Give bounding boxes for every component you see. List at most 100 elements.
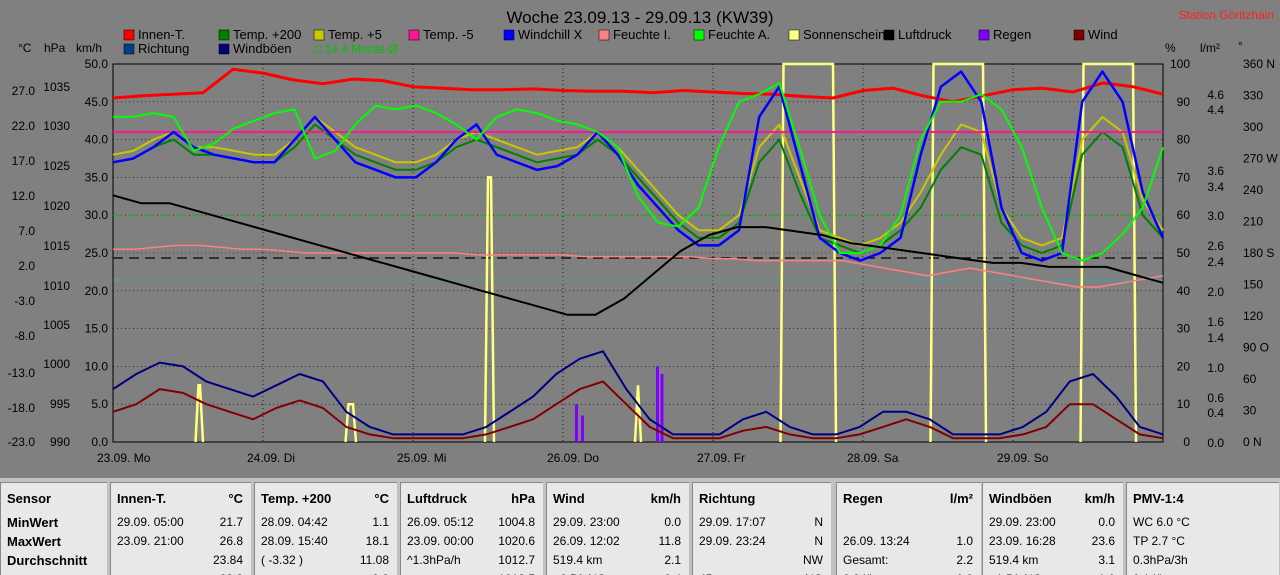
stats-header: Richtung xyxy=(699,491,756,506)
rain-bar xyxy=(575,404,578,442)
stats-header: Luftdruck xyxy=(407,491,467,506)
stats-header: Windböen xyxy=(989,491,1052,506)
series-feuchte-i xyxy=(113,244,1164,288)
stats-unit: °C xyxy=(228,491,243,506)
stats-cell-value: N xyxy=(814,515,823,529)
stats-cell-value: 1012.7 xyxy=(498,553,535,567)
rain-tick-label: 1.6 xyxy=(1207,315,1224,329)
stats-unit: l/m² xyxy=(949,491,973,506)
rain-tick-label: 3.6 xyxy=(1207,164,1224,178)
series-windchill-x xyxy=(112,70,1165,262)
series-wind xyxy=(112,380,1164,440)
temp-tick-label: 2.0 xyxy=(18,259,35,273)
percent-tick-label: 30 xyxy=(1177,322,1191,336)
direction-tick-label: 300 xyxy=(1243,120,1263,134)
stats-cell-value: 2.2 xyxy=(956,553,973,567)
direction-tick-label: 360 N xyxy=(1243,57,1275,71)
stats-column: PMV-1:4WC 6.0 °CTP 2.7 °C0.3hPa/3h0.1 l/… xyxy=(1126,482,1279,575)
stats-cell-value: 1.1 xyxy=(372,515,389,529)
legend-label: Richtung xyxy=(138,41,189,56)
percent-tick-label: 0 xyxy=(1183,435,1190,449)
sunshine-series xyxy=(344,402,358,443)
stats-cell-value: 18.1 xyxy=(365,534,389,548)
stats-cell-text: 29.09. 23:24 xyxy=(699,534,766,548)
stats-header: Innen-T. xyxy=(117,491,167,506)
stats-cell-text: ^1.3hPa/h xyxy=(407,553,461,567)
legend-label: Windböen xyxy=(233,41,292,56)
statistics-panel: SensorMinWertMaxWertDurchschnitt00:00 - … xyxy=(0,478,1280,575)
stats-column: Wind km/h 29.09. 23:00 0.0 26.09. 12:02 11.8 5… xyxy=(546,482,689,575)
speed-tick-label: 35.0 xyxy=(85,170,109,184)
stats-cell-text: Gesamt: xyxy=(843,553,889,567)
stats-header: PMV-1:4 xyxy=(1133,491,1184,506)
percent-tick-label: 80 xyxy=(1177,133,1191,147)
stats-cell-text: 26.09. 12:02 xyxy=(553,534,620,548)
stats-unit: hPa xyxy=(511,491,535,506)
speed-tick-label: 10.0 xyxy=(85,359,109,373)
stats-cell-value: 3.1 xyxy=(1098,553,1115,567)
stats-column-sensor: SensorMinWertMaxWertDurchschnitt00:00 - … xyxy=(0,482,107,575)
legend-swatch xyxy=(123,43,135,55)
stats-cell-text: TP 2.7 °C xyxy=(1133,534,1185,548)
direction-tick-label: 210 xyxy=(1243,215,1263,229)
x-tick-label: 26.09. Do xyxy=(547,451,599,465)
rain-tick-label: 2.4 xyxy=(1207,255,1224,269)
rain-unit-label: l/m² xyxy=(1200,41,1220,55)
direction-tick-label: 0 N xyxy=(1243,435,1262,449)
legend-swatch xyxy=(503,29,515,41)
stats-column: Innen-T. °C 29.09. 05:00 21.7 23.09. 21:00 26… xyxy=(110,482,251,575)
chart-svg: Woche 23.09.13 - 29.09.13 (KW39) Station … xyxy=(8,8,1279,465)
pressure-tick-label: 1035 xyxy=(43,80,70,94)
legend-swatch xyxy=(883,29,895,41)
series-temp-5 xyxy=(112,115,1164,247)
legend-swatch xyxy=(313,29,325,41)
pressure-tick-label: 1025 xyxy=(43,159,70,173)
direction-tick-label: 120 xyxy=(1243,309,1263,323)
stats-header: Temp. +200 xyxy=(261,491,332,506)
stats-cell-value: 21.7 xyxy=(219,515,243,529)
legend-label: Temp. +5 xyxy=(328,27,382,42)
sunshine-series xyxy=(1079,62,1138,443)
stats-cell-text: 0.3hPa/3h xyxy=(1133,553,1188,567)
percent-unit-label: % xyxy=(1165,41,1176,55)
rain-tick-label: 1.4 xyxy=(1207,331,1224,345)
stats-column: Windböen km/h 29.09. 23:00 0.0 23.09. 16:28 2… xyxy=(982,482,1123,575)
stats-cell-text: 29.09. 23:00 xyxy=(553,515,620,529)
legend-swatch xyxy=(788,29,800,41)
sunshine-series xyxy=(779,62,838,443)
speed-tick-label: 50.0 xyxy=(85,57,109,71)
x-tick-label: 28.09. Sa xyxy=(847,451,899,465)
stats-cell-text: 28.09. 04:42 xyxy=(261,515,328,529)
weather-chart: Woche 23.09.13 - 29.09.13 (KW39) Station … xyxy=(0,0,1280,478)
rain-tick-label: 0.4 xyxy=(1207,406,1224,420)
stats-cell-text: 23.09. 00:00 xyxy=(407,534,474,548)
series-innen-t xyxy=(112,67,1164,104)
pressure-tick-label: 1005 xyxy=(43,318,70,332)
speed-tick-label: 45.0 xyxy=(85,95,109,109)
sunshine-series xyxy=(633,385,643,443)
stats-row-label: Durchschnitt xyxy=(7,553,88,568)
stats-cell-text: ( -3.32 ) xyxy=(261,553,304,567)
rain-tick-label: 4.4 xyxy=(1207,103,1224,117)
direction-tick-label: 90 O xyxy=(1243,341,1269,355)
stats-cell-text: 519.4 km xyxy=(989,553,1039,567)
series-luftdruck xyxy=(112,194,1164,316)
speed-tick-label: 30.0 xyxy=(85,208,109,222)
stats-row-label: MinWert xyxy=(7,515,59,530)
pressure-tick-label: 1030 xyxy=(43,119,70,133)
stats-cell-value: 26.8 xyxy=(219,534,243,548)
legend-swatch xyxy=(123,29,135,41)
percent-tick-label: 40 xyxy=(1177,284,1191,298)
stats-cell-text: 26.09. 13:24 xyxy=(843,534,910,548)
stats-unit: °C xyxy=(374,491,389,506)
x-tick-label: 23.09. Mo xyxy=(97,451,151,465)
temp-tick-label: 12.0 xyxy=(12,189,36,203)
percent-tick-label: 10 xyxy=(1177,397,1191,411)
chart-title: Woche 23.09.13 - 29.09.13 (KW39) xyxy=(506,8,773,27)
legend-label: Regen xyxy=(993,27,1031,42)
legend-swatch xyxy=(598,29,610,41)
stats-row-label: MaxWert xyxy=(7,534,61,549)
legend-label: □ 14.4 Monat-Ø xyxy=(314,42,398,56)
direction-tick-label: 330 xyxy=(1243,89,1263,103)
